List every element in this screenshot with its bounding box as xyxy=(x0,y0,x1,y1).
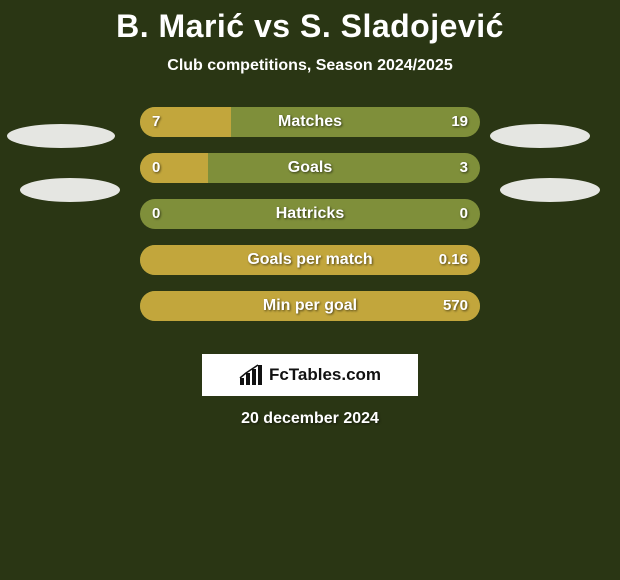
source-badge: FcTables.com xyxy=(202,354,418,396)
decorative-ellipse xyxy=(7,124,115,148)
metric-label: Goals per match xyxy=(140,245,480,275)
page-subtitle: Club competitions, Season 2024/2025 xyxy=(0,57,620,75)
source-badge-text: FcTables.com xyxy=(269,365,381,385)
metric-label: Matches xyxy=(140,107,480,137)
decorative-ellipse xyxy=(490,124,590,148)
metric-row: 719Matches xyxy=(140,107,480,137)
decorative-ellipse xyxy=(500,178,600,202)
metric-row: 0.16Goals per match xyxy=(140,245,480,275)
page-title: B. Marić vs S. Sladojević xyxy=(0,0,620,45)
date-text: 20 december 2024 xyxy=(0,410,620,428)
metric-row: 00Hattricks xyxy=(140,199,480,229)
bar-chart-icon xyxy=(239,364,263,386)
metric-label: Goals xyxy=(140,153,480,183)
metric-label: Min per goal xyxy=(140,291,480,321)
metric-row: 570Min per goal xyxy=(140,291,480,321)
metric-row: 03Goals xyxy=(140,153,480,183)
metric-label: Hattricks xyxy=(140,199,480,229)
decorative-ellipse xyxy=(20,178,120,202)
